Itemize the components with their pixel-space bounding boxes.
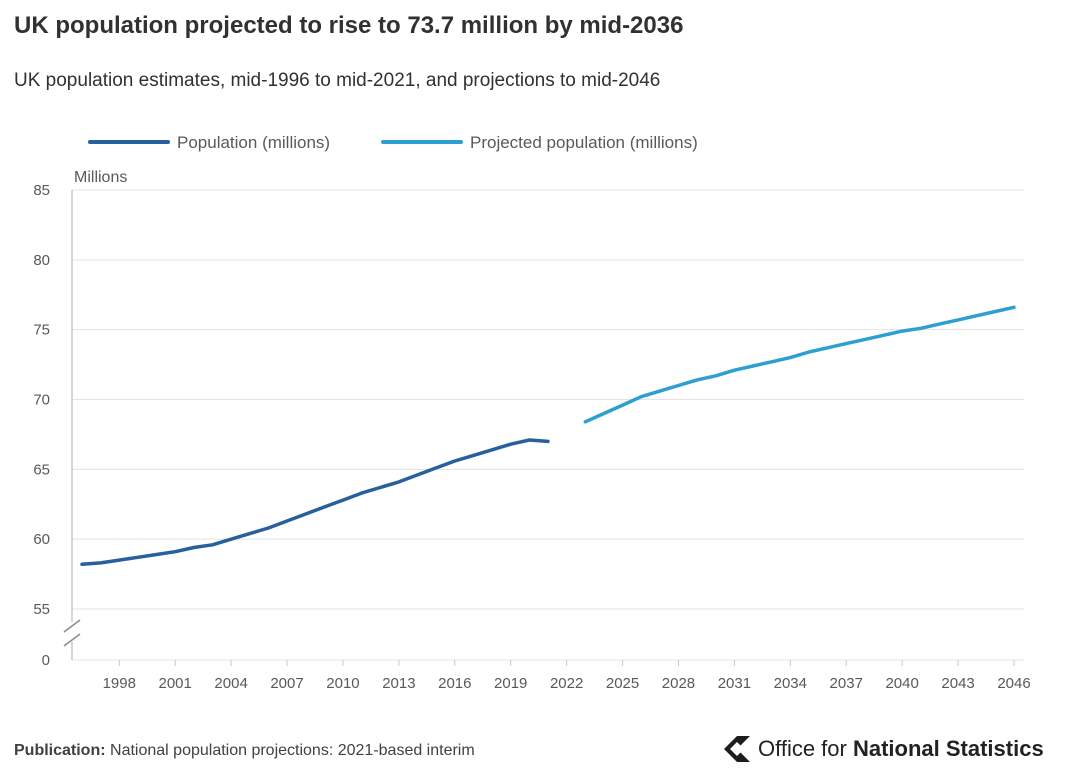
x-tick-label: 2034 xyxy=(774,675,807,692)
axis-break-mark xyxy=(63,619,81,633)
ons-wordmark: Office for National Statistics xyxy=(758,736,1044,762)
publication-label: Publication: xyxy=(14,742,106,759)
x-tick-label: 2028 xyxy=(662,675,695,692)
publication-text: National population projections: 2021-ba… xyxy=(110,742,475,759)
y-tick-label: 75 xyxy=(33,322,50,339)
ons-wordmark-prefix: Office for xyxy=(758,736,853,761)
y-tick-label: 55 xyxy=(33,601,50,618)
x-tick-label: 2037 xyxy=(830,675,863,692)
legend-label: Population (millions) xyxy=(177,133,330,152)
legend-label: Projected population (millions) xyxy=(470,133,698,152)
x-tick-label: 2007 xyxy=(270,675,303,692)
x-tick-label: 2040 xyxy=(885,675,918,692)
footer-publication: Publication: National population project… xyxy=(14,742,475,760)
y-tick-label: 0 xyxy=(42,652,50,669)
x-tick-label: 2022 xyxy=(550,675,583,692)
x-tick-label: 2016 xyxy=(438,675,471,692)
axis-break-mark xyxy=(63,633,81,647)
x-tick-label: 2043 xyxy=(941,675,974,692)
line-chart: Population (millions) Projected populatio… xyxy=(33,133,1031,692)
y-tick-label: 70 xyxy=(33,392,50,409)
legend: Population (millions) Projected populatio… xyxy=(88,133,698,152)
x-axis: 1998 2001 2004 2007 2010 2013 2016 2019 2022 2025… xyxy=(103,660,1031,692)
population-series-line xyxy=(80,438,550,567)
x-tick-label: 2019 xyxy=(494,675,527,692)
y-tick-label: 65 xyxy=(33,461,50,478)
x-tick-label: 1998 xyxy=(103,675,136,692)
y-axis: 0 55 60 65 70 75 80 85 Millions xyxy=(33,169,127,669)
ons-logo[interactable]: Office for National Statistics xyxy=(722,734,1044,764)
projected-series-line xyxy=(583,305,1016,424)
chart-subtitle: UK population estimates, mid-1996 to mid… xyxy=(14,70,661,91)
x-tick-label: 2025 xyxy=(606,675,639,692)
chart-title: UK population projected to rise to 73.7 … xyxy=(14,12,684,39)
ons-wordmark-bold: National Statistics xyxy=(852,736,1044,761)
y-axis-label: Millions xyxy=(74,169,127,186)
x-tick-label: 2004 xyxy=(214,675,247,692)
grid-lines xyxy=(72,189,1024,661)
x-tick-label: 2013 xyxy=(382,675,415,692)
y-tick-label: 85 xyxy=(33,182,50,199)
y-tick-label: 80 xyxy=(33,252,50,269)
x-tick-label: 2010 xyxy=(326,675,359,692)
y-tick-label: 60 xyxy=(33,531,50,548)
series-group xyxy=(80,305,1016,567)
ons-mark-icon xyxy=(724,736,750,762)
x-tick-label: 2001 xyxy=(159,675,192,692)
x-tick-label: 2031 xyxy=(718,675,751,692)
x-tick-label: 2046 xyxy=(997,675,1030,692)
